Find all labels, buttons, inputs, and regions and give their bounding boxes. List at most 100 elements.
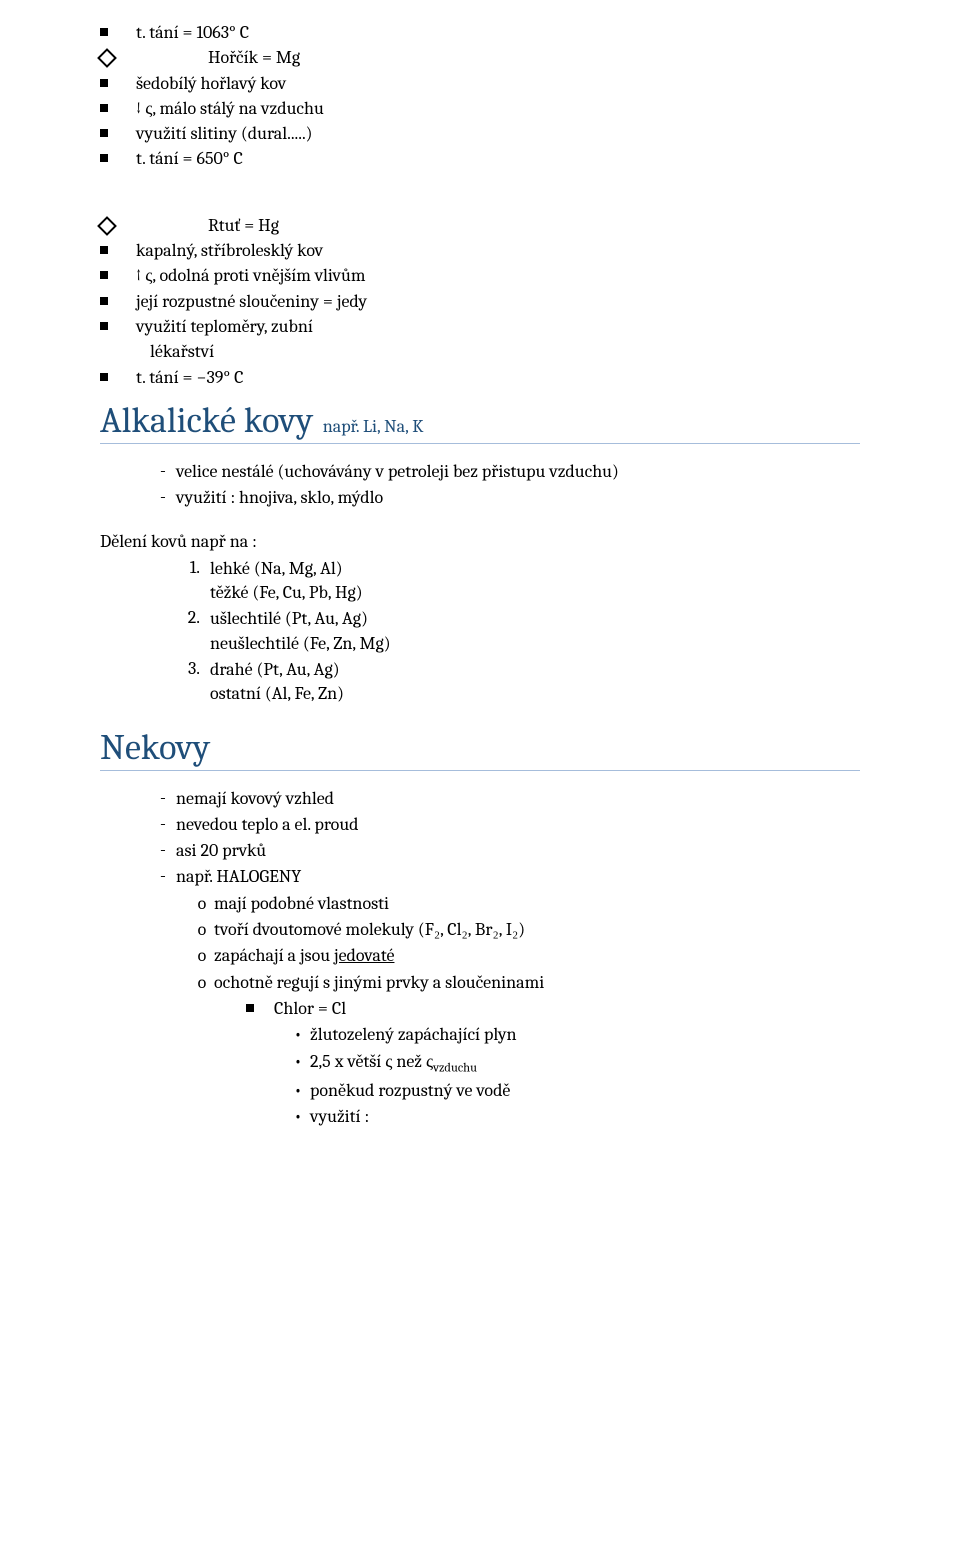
list-item: Chlor = Cl [246, 997, 860, 1021]
square-bullet-icon [100, 271, 108, 279]
text-a: lehké (Na, Mg, Al) [210, 558, 343, 579]
text: velice nestálé (uchovávány v petroleji b… [176, 460, 619, 484]
text: šedobílý hořlavý kov [136, 72, 286, 96]
list-item: • poněkud rozpustný ve vodě [286, 1079, 860, 1103]
text: její rozpustné sloučeniny = jedy [136, 290, 367, 314]
square-bullet-icon [100, 322, 108, 330]
square-bullet-icon [100, 373, 108, 381]
dash-bullet-icon: - [150, 460, 176, 484]
element-title: Hořčík = Mg [208, 46, 300, 70]
circle-bullet-icon: o [190, 944, 214, 968]
text: lehké (Na, Mg, Al) těžké (Fe, Cu, Pb, Hg… [210, 557, 363, 606]
text: tvoří dvoutomové molekuly (F₂, Cl₂, Br₂,… [214, 918, 525, 942]
text: lékařství [150, 340, 214, 364]
text: asi 20 prvků [176, 839, 266, 863]
text: mají podobné vlastnosti [214, 892, 389, 916]
list-item: kapalný, stříbrolesklý kov [100, 239, 860, 263]
dot-list: • žlutozelený zapáchající plyn • 2,5 x v… [246, 1023, 860, 1129]
list-item: - např. HALOGENY [150, 865, 860, 889]
list-item: využití teploměry, zubní [100, 315, 860, 339]
text: 2,5 x větší ς než ςvzduchu [310, 1050, 477, 1078]
heading: Nekovy [100, 727, 210, 768]
dot-bullet-icon: • [286, 1050, 310, 1078]
list-item: ↑ ς, odolná proti vnějším vlivům [100, 264, 860, 288]
text: kapalný, stříbrolesklý kov [136, 239, 323, 263]
heading-row: Nekovy [100, 727, 860, 771]
text: např. HALOGENY [176, 865, 301, 889]
text: žlutozelený zapáchající plyn [310, 1023, 517, 1047]
text-underlined: jedovaté [334, 945, 394, 966]
text-prefix: zapáchají a jsou [214, 945, 334, 966]
text: Chlor = Cl [274, 997, 346, 1021]
text-a: ušlechtilé (Pt, Au, Ag) [210, 608, 368, 629]
text: využití : [310, 1105, 369, 1129]
text: využití teploměry, zubní [136, 315, 313, 339]
list-item: - nemají kovový vzhled [150, 787, 860, 811]
dash-bullet-icon: - [150, 839, 176, 863]
square-bullet-icon [100, 104, 108, 112]
heading-row: Alkalické kovy např. Li, Na, K [100, 400, 860, 444]
list-item: šedobílý hořlavý kov [100, 72, 860, 96]
dot-bullet-icon: • [286, 1023, 310, 1047]
paragraph-label: Dělení kovů např na : [100, 530, 860, 554]
circle-bullet-icon: o [190, 892, 214, 916]
list-item: t. tání = 1063° C [100, 21, 860, 45]
text: nevedou teplo a el. proud [176, 813, 359, 837]
list-item: t. tání = −39° C [100, 366, 860, 390]
text-a: 2,5 x větší ς než ς [310, 1051, 433, 1072]
square-bullet-icon [100, 28, 108, 36]
text: využití slitiny (dural.....) [136, 122, 313, 146]
list-item: 2. ušlechtilé (Pt, Au, Ag) neušlechtilé … [150, 607, 860, 656]
list-number: 2. [150, 607, 210, 656]
list-item: • 2,5 x větší ς než ςvzduchu [286, 1050, 860, 1078]
list-number: 3. [150, 658, 210, 707]
list-number: 1. [150, 557, 210, 606]
text: ↓ ς, málo stálý na vzduchu [136, 97, 324, 121]
element-title: Rtuť = Hg [208, 214, 279, 238]
circle-bullet-icon: o [190, 918, 214, 942]
list-item: 1. lehké (Na, Mg, Al) těžké (Fe, Cu, Pb,… [150, 557, 860, 606]
text: poněkud rozpustný ve vodě [310, 1079, 510, 1103]
list-item: - využití : hnojiva, sklo, mýdlo [150, 486, 860, 510]
square-bullet-icon [100, 79, 108, 87]
list-item: 3. drahé (Pt, Au, Ag) ostatní (Al, Fe, Z… [150, 658, 860, 707]
square-bullet-icon [100, 154, 108, 162]
dash-list: - velice nestálé (uchovávány v petroleji… [150, 460, 860, 511]
dash-bullet-icon: - [150, 486, 176, 510]
dash-bullet-icon: - [150, 787, 176, 811]
diamond-bullet-icon [97, 48, 117, 68]
text: ↑ ς, odolná proti vnějším vlivům [136, 264, 365, 288]
dot-bullet-icon: • [286, 1105, 310, 1129]
group-item: Rtuť = Hg [100, 214, 860, 238]
list-item: o ochotně regují s jinými prvky a slouče… [190, 971, 860, 995]
list-item: t. tání = 650° C [100, 147, 860, 171]
text-sub: vzduchu [433, 1061, 477, 1075]
list-item: využití slitiny (dural.....) [100, 122, 860, 146]
dash-bullet-icon: - [150, 813, 176, 837]
list-item: - asi 20 prvků [150, 839, 860, 863]
group-item: Hořčík = Mg [100, 46, 860, 70]
dash-list: - nemají kovový vzhled - nevedou teplo a… [150, 787, 860, 1130]
numbered-list: 1. lehké (Na, Mg, Al) těžké (Fe, Cu, Pb,… [150, 557, 860, 707]
list-item: ↓ ς, málo stálý na vzduchu [100, 97, 860, 121]
heading-sub: např. Li, Na, K [323, 416, 424, 437]
text-b: neušlechtilé (Fe, Zn, Mg) [210, 633, 391, 654]
square-bullet-icon [246, 1004, 254, 1012]
text: t. tání = 650° C [136, 147, 243, 171]
heading: Alkalické kovy [100, 400, 313, 441]
text: t. tání = 1063° C [136, 21, 249, 45]
text-b: těžké (Fe, Cu, Pb, Hg) [210, 582, 363, 603]
list-item: • využití : [286, 1105, 860, 1129]
document-page: t. tání = 1063° C Hořčík = Mg šedobílý h… [0, 0, 960, 1566]
circle-bullet-icon: o [190, 971, 214, 995]
diamond-bullet-icon [97, 216, 117, 236]
text: drahé (Pt, Au, Ag) ostatní (Al, Fe, Zn) [210, 658, 344, 707]
dash-bullet-icon: - [150, 865, 176, 889]
list-item: o tvoří dvoutomové molekuly (F₂, Cl₂, Br… [190, 918, 860, 942]
list-item: o zapáchají a jsou jedovaté [190, 944, 860, 968]
circle-list: o mají podobné vlastnosti o tvoří dvouto… [190, 892, 860, 1130]
list-item: - nevedou teplo a el. proud [150, 813, 860, 837]
text: nemají kovový vzhled [176, 787, 334, 811]
text: využití : hnojiva, sklo, mýdlo [176, 486, 383, 510]
list-item: její rozpustné sloučeniny = jedy [100, 290, 860, 314]
